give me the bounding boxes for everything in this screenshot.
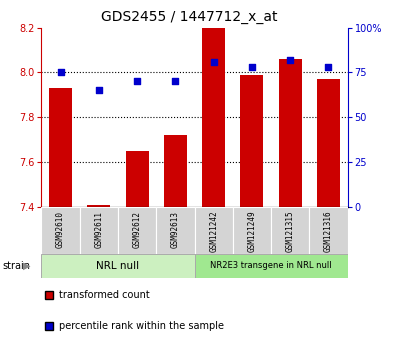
Text: GSM121249: GSM121249 (247, 211, 256, 252)
Bar (279, 59, 302, 207)
Text: strain: strain (2, 261, 30, 270)
Bar (41, 254, 194, 278)
Bar (156, 207, 194, 254)
Bar (194, 254, 348, 278)
Bar (164, 135, 187, 207)
Bar (41, 207, 80, 254)
Bar (241, 75, 263, 207)
Bar (271, 207, 309, 254)
Text: GSM92610: GSM92610 (56, 211, 65, 248)
Bar (202, 28, 225, 207)
Point (325, 64, 332, 70)
Text: GDS2455 / 1447712_x_at: GDS2455 / 1447712_x_at (102, 10, 278, 24)
Point (96, 88, 102, 93)
Text: NRL null: NRL null (96, 261, 139, 270)
Bar (80, 207, 118, 254)
Bar (87, 205, 110, 207)
Text: NR2E3 transgene in NRL null: NR2E3 transgene in NRL null (210, 261, 332, 270)
Bar (126, 151, 149, 207)
Text: GSM92613: GSM92613 (171, 211, 180, 248)
Point (211, 59, 217, 65)
Point (134, 79, 140, 84)
Bar (49, 88, 72, 207)
Text: GSM121315: GSM121315 (286, 211, 295, 252)
Text: GSM121316: GSM121316 (324, 211, 333, 252)
Bar (233, 207, 271, 254)
Text: transformed count: transformed count (59, 290, 150, 300)
Point (172, 79, 179, 84)
Bar (309, 207, 348, 254)
Bar (118, 207, 156, 254)
Text: percentile rank within the sample: percentile rank within the sample (59, 321, 224, 331)
Bar (317, 79, 340, 207)
Point (287, 57, 293, 63)
Bar (194, 207, 233, 254)
Text: GSM121242: GSM121242 (209, 211, 218, 252)
Point (57, 70, 64, 75)
Text: GSM92611: GSM92611 (94, 211, 103, 248)
Text: GSM92612: GSM92612 (133, 211, 142, 248)
Point (249, 64, 255, 70)
Text: ▶: ▶ (23, 261, 30, 270)
